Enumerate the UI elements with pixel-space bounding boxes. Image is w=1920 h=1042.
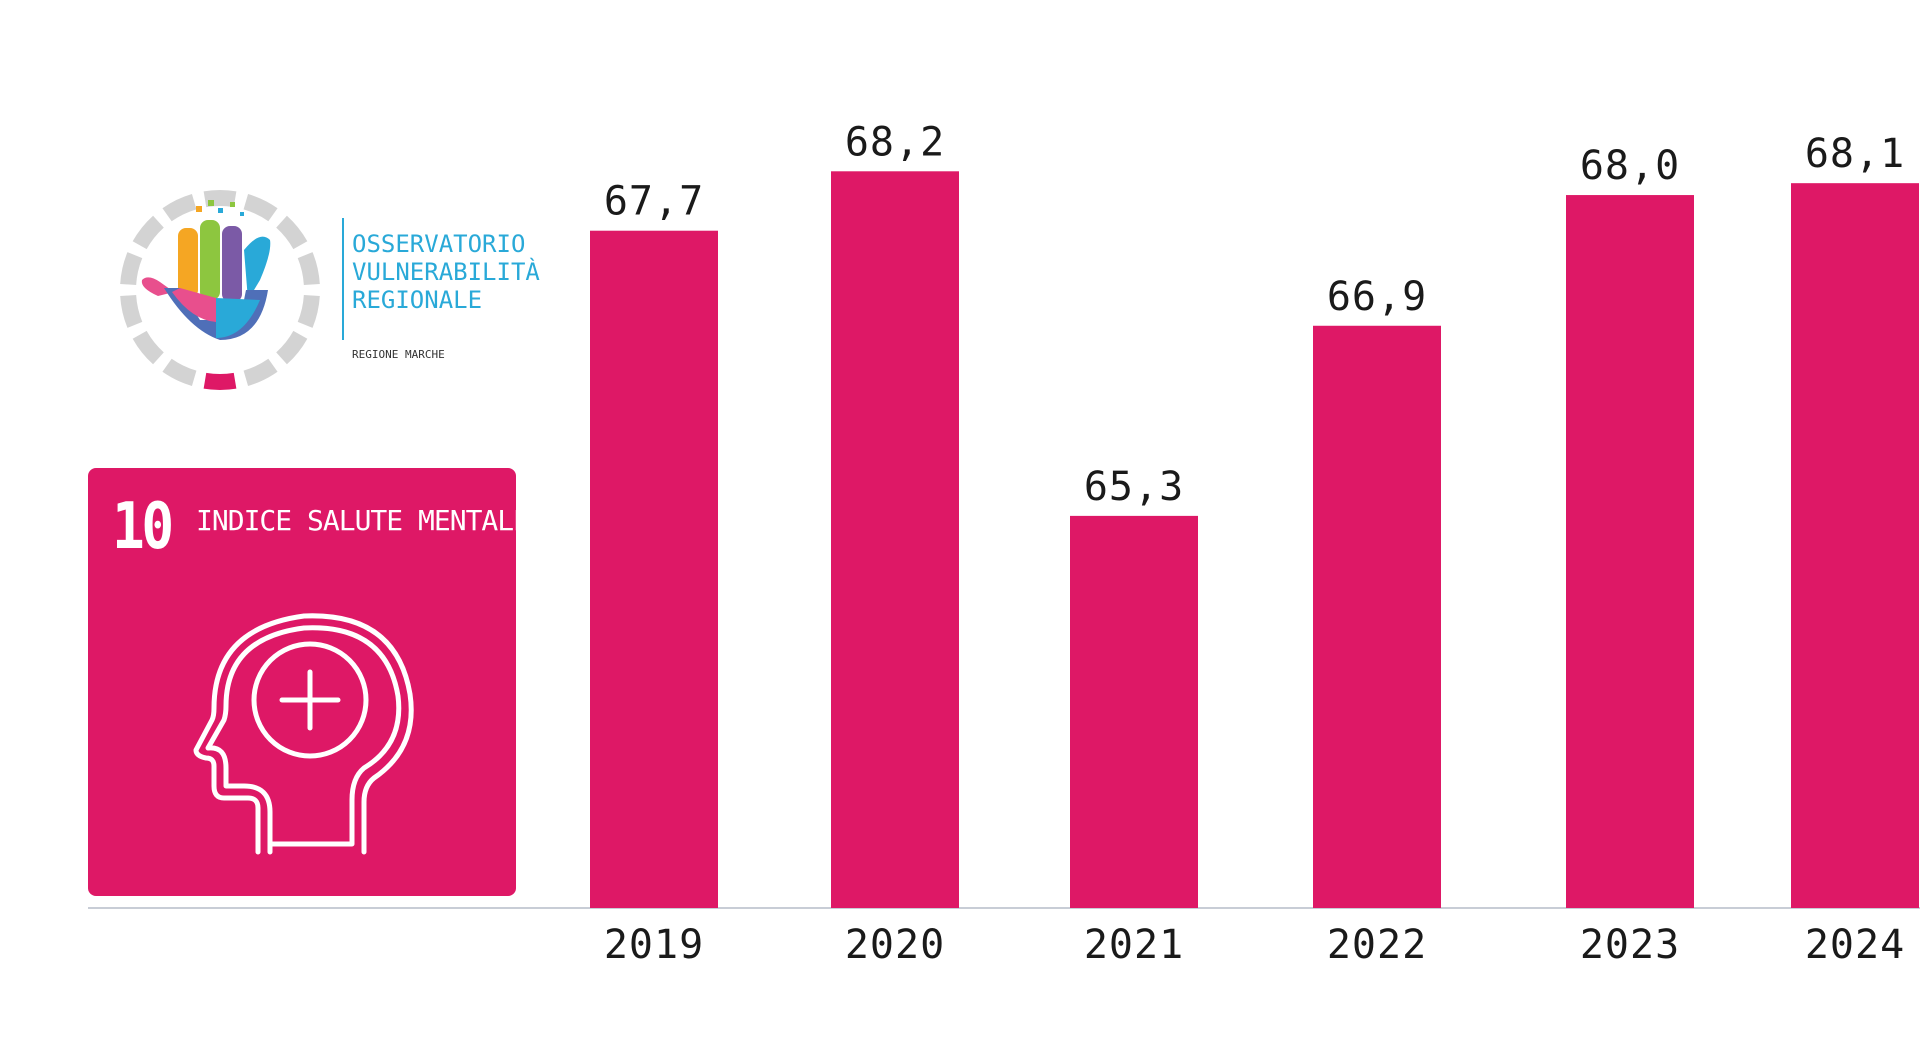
- logo-ring-segment: [243, 358, 278, 386]
- logo-ring-segment: [297, 295, 320, 328]
- x-tick-label-2022: 2022: [1327, 922, 1427, 968]
- x-tick-label-2024: 2024: [1805, 922, 1905, 968]
- x-tick-label-2023: 2023: [1580, 922, 1680, 968]
- logo-ring-segment: [276, 330, 308, 365]
- value-label-2019: 67,7: [604, 179, 704, 225]
- observatory-logo: OSSERVATORIO VULNERABILITÀ REGIONALE REG…: [100, 170, 540, 410]
- value-label-2024: 68,1: [1805, 131, 1905, 177]
- logo-line-2: VULNERABILITÀ: [352, 258, 540, 286]
- logo-subtitle: REGIONE MARCHE: [352, 348, 445, 361]
- logo-wordmark: OSSERVATORIO VULNERABILITÀ REGIONALE: [352, 230, 552, 314]
- x-tick-label-2021: 2021: [1084, 922, 1184, 968]
- indicator-card: 10 INDICE SALUTE MENTALE: [88, 468, 530, 896]
- logo-line-3: REGIONALE: [352, 286, 483, 314]
- logo-ring-segment: [132, 330, 164, 365]
- tick-labels-layer: 2019 2020 2021 2022 2023 2024: [604, 922, 1905, 968]
- logo-divider: [342, 218, 344, 340]
- hand-logo-icon: [120, 190, 320, 390]
- x-tick-label-2019: 2019: [604, 922, 704, 968]
- indicator-title: INDICE SALUTE MENTALE: [196, 504, 530, 537]
- indicator-number: 10: [112, 490, 174, 564]
- x-tick-label-2020: 2020: [845, 922, 945, 968]
- value-label-2021: 65,3: [1084, 464, 1184, 510]
- value-label-2022: 66,9: [1327, 274, 1427, 320]
- value-labels-layer: 67,7 68,2 65,3 66,9 68,0 68,1: [604, 119, 1905, 510]
- bar-2022: [1313, 325, 1441, 908]
- value-label-2023: 68,0: [1580, 143, 1680, 189]
- head-plus-icon: [193, 613, 414, 855]
- value-label-2020: 68,2: [845, 119, 945, 165]
- logo-ring-segment: [162, 194, 197, 222]
- logo-ring-segment: [243, 194, 278, 222]
- logo-ring-segment: [297, 252, 320, 285]
- logo-ring-segment: [276, 215, 308, 250]
- bar-2023: [1566, 195, 1694, 908]
- bar-2020: [831, 171, 959, 908]
- bar-2021: [1070, 515, 1198, 908]
- logo-ring-segment: [132, 215, 164, 250]
- bar-2019: [590, 230, 718, 909]
- logo-line-1: OSSERVATORIO: [352, 230, 526, 258]
- logo-ring-segment: [162, 358, 197, 386]
- logo-ring-segment: [120, 295, 143, 328]
- bars-layer: [590, 171, 1919, 909]
- logo-ring-segment: [203, 372, 237, 390]
- bar-2024: [1791, 183, 1919, 909]
- logo-ring-segment: [120, 252, 143, 285]
